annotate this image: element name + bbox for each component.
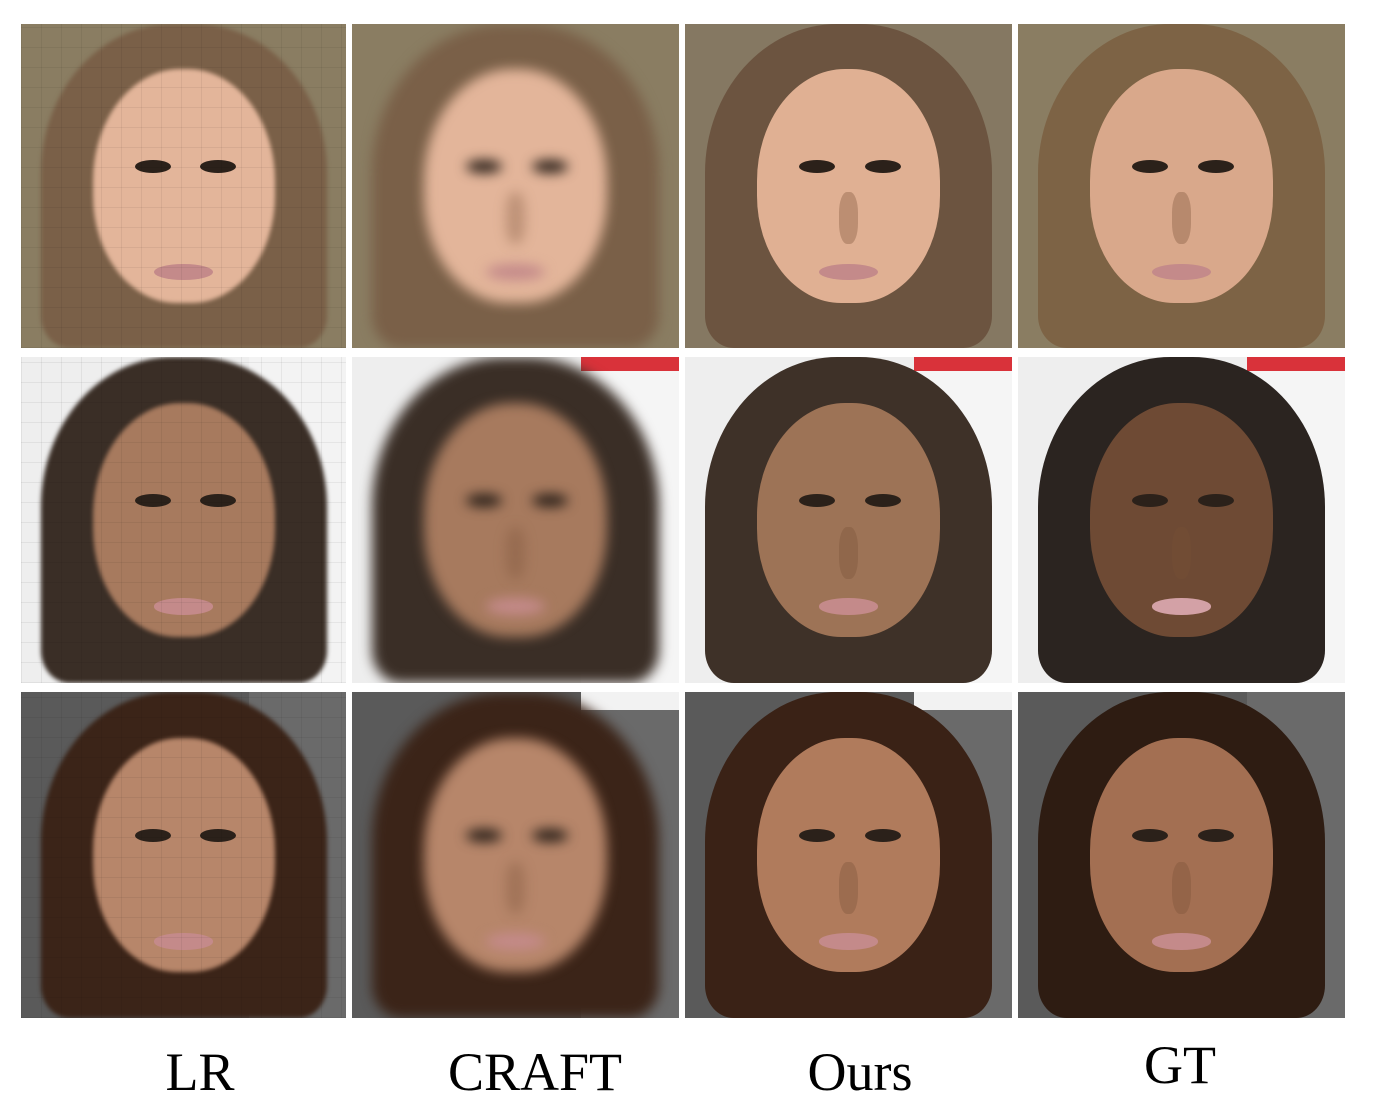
column-label-craft: CRAFT (447, 1042, 623, 1102)
image-gt-row2 (1018, 357, 1345, 683)
image-ours-row3 (685, 692, 1012, 1018)
image-ours-row1 (685, 24, 1012, 348)
image-craft-row2 (352, 357, 679, 683)
image-ours-row2 (685, 357, 1012, 683)
image-lr-row3 (21, 692, 346, 1018)
image-gt-row1 (1018, 24, 1345, 348)
image-lr-row2 (21, 357, 346, 683)
image-gt-row3 (1018, 692, 1345, 1018)
column-label-lr: LR (165, 1042, 235, 1102)
image-craft-row3 (352, 692, 679, 1018)
column-label-ours: Ours (807, 1042, 913, 1102)
image-lr-row1 (21, 24, 346, 348)
image-craft-row1 (352, 24, 679, 348)
column-label-gt: GT (1144, 1035, 1216, 1095)
